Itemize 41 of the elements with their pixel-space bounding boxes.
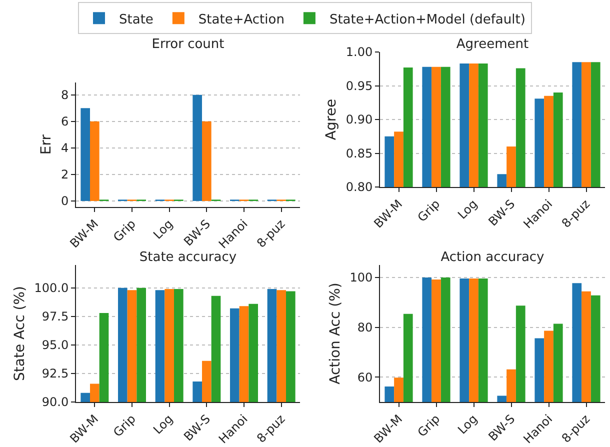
- y-tick-label: 100: [350, 270, 373, 285]
- y-tick-label: 92.5: [42, 366, 69, 381]
- x-tick-label: Log: [150, 412, 176, 437]
- bar: [192, 94, 202, 201]
- y-tick-label: 0.80: [346, 180, 373, 194]
- legend-label: State+Action: [198, 12, 284, 28]
- y-axis-title: Agree: [323, 98, 340, 140]
- bar: [202, 121, 212, 201]
- y-tick-label: 0.95: [346, 78, 373, 93]
- x-tick-label: Log: [150, 216, 176, 242]
- y-tick-label: 90.0: [42, 395, 69, 410]
- y-axis-title: State Acc (%): [12, 286, 28, 381]
- y-tick-label: 80: [357, 320, 373, 334]
- x-tick-label: Log: [455, 196, 480, 222]
- chart-title: State accuracy: [139, 250, 237, 265]
- chart-title: Error count: [152, 37, 224, 52]
- x-tick-label: Grip: [110, 216, 138, 244]
- x-tick-label: Grip: [414, 412, 443, 440]
- y-tick-label: 8: [60, 88, 69, 102]
- bar: [90, 121, 100, 201]
- y-tick-label: 4: [60, 141, 69, 156]
- y-tick-label: 0.90: [346, 112, 373, 127]
- x-tick-label: Grip: [110, 412, 138, 440]
- y-tick-label: 6: [60, 114, 69, 129]
- x-tick-label: Grip: [414, 196, 443, 225]
- chart-title: Action accuracy: [440, 250, 545, 265]
- bar: [80, 108, 90, 201]
- y-tick-label: 0: [60, 194, 69, 208]
- y-tick-label: 95.0: [42, 338, 69, 352]
- chart-title: Agreement: [456, 37, 529, 52]
- y-tick-label: 2: [60, 168, 69, 182]
- y-tick-label: 97.5: [42, 310, 69, 324]
- y-tick-label: 1.00: [346, 45, 373, 60]
- legend-label: State: [119, 12, 154, 28]
- y-axis-title: Action Acc (%): [327, 282, 344, 384]
- y-axis-title: Err: [38, 134, 55, 155]
- y-tick-label: 100.0: [34, 281, 69, 296]
- y-tick-label: 60: [357, 370, 373, 384]
- legend-label: State+Action+Model (default): [329, 12, 526, 28]
- x-tick-label: Log: [455, 412, 480, 437]
- y-tick-label: 0.85: [346, 146, 373, 160]
